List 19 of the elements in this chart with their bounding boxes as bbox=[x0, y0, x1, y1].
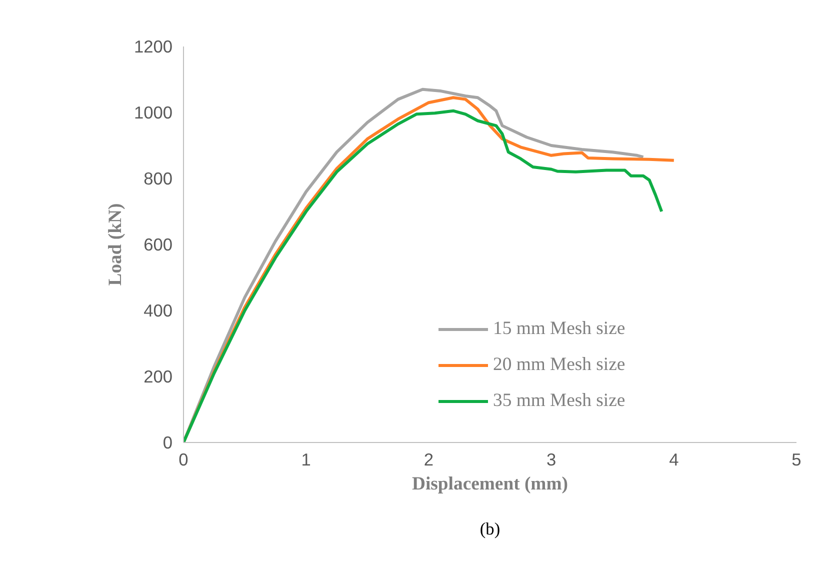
y-tick-label: 1000 bbox=[134, 102, 173, 122]
x-tick-label: 1 bbox=[301, 450, 311, 470]
x-tick-label: 2 bbox=[424, 450, 434, 470]
y-tick-label: 200 bbox=[144, 366, 173, 386]
y-axis-title: Load (kN) bbox=[104, 203, 126, 286]
legend-label: 15 mm Mesh size bbox=[493, 318, 626, 340]
x-tick-label: 0 bbox=[178, 450, 188, 470]
text: (b) bbox=[480, 520, 500, 538]
x-tick-label: 3 bbox=[546, 450, 556, 470]
x-tick-label: 5 bbox=[792, 450, 802, 470]
y-tick-label: 1200 bbox=[134, 36, 173, 56]
y-tick-label: 400 bbox=[144, 300, 173, 320]
y-tick-label: 600 bbox=[144, 234, 173, 254]
y-tick-label: 0 bbox=[162, 432, 173, 452]
x-axis-title: Displacement (mm) bbox=[412, 474, 568, 494]
y-tick-label: 800 bbox=[144, 168, 173, 188]
legend-label: 35 mm Mesh size bbox=[493, 390, 626, 412]
legend-label: 20 mm Mesh size bbox=[493, 354, 626, 376]
x-tick-label: 4 bbox=[669, 450, 680, 470]
